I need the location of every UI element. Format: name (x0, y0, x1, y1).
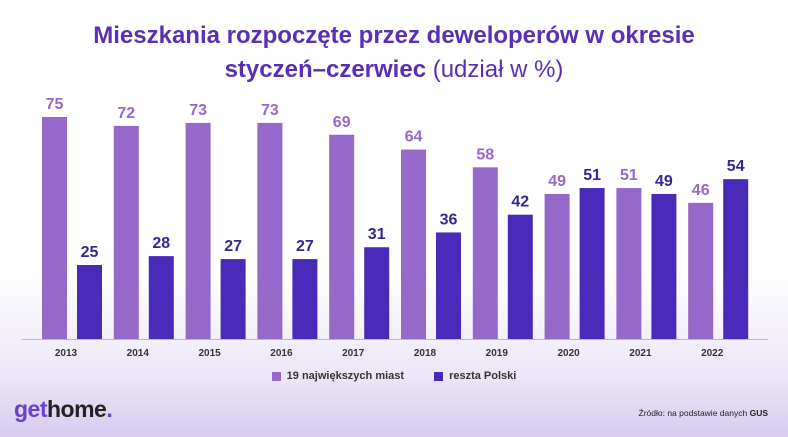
chart-title-unit: (udział w %) (432, 56, 564, 83)
bar-2017-series1 (329, 134, 355, 339)
data-label-2014-series1: 72 (117, 105, 135, 122)
bar-2022-series2 (723, 179, 749, 339)
source-org: GUS (749, 408, 768, 418)
source-prefix: Źródło: na podstawie danych (638, 408, 748, 418)
legend-swatch-series1 (271, 371, 281, 381)
bar-2019-series1 (472, 167, 498, 339)
legend-item-series1: 19 największych miast (271, 370, 405, 382)
logo-home: home (47, 396, 107, 422)
data-label-2020-series1: 49 (548, 173, 566, 190)
chart-title-line1: Mieszkania rozpoczęte przez deweloperów … (93, 22, 695, 49)
data-label-2021-series2: 49 (655, 173, 673, 190)
x-tick-label-2015: 2015 (198, 348, 221, 359)
bar-2018-series2 (436, 232, 461, 339)
chart-title-line2: styczeń–czerwiec (udział w %) (0, 55, 788, 85)
bar-2021-series1 (616, 188, 642, 339)
gethome-logo: gethome. (14, 396, 113, 423)
data-label-2013-series1: 75 (46, 96, 64, 113)
data-label-2020-series2: 51 (583, 167, 601, 184)
data-label-2013-series2: 25 (81, 244, 99, 261)
bar-2013-series2 (77, 265, 102, 339)
data-label-2022-series1: 46 (692, 182, 710, 199)
data-label-2015-series2: 27 (224, 238, 242, 255)
x-tick-label-2022: 2022 (701, 348, 724, 359)
bar-2016-series2 (292, 259, 318, 339)
bar-2015-series2 (220, 259, 246, 339)
data-label-2019-series1: 58 (476, 146, 494, 163)
x-tick-label-2021: 2021 (629, 348, 652, 359)
legend-label-series2: reszta Polski (449, 370, 517, 382)
data-label-2021-series1: 51 (620, 167, 638, 184)
logo-dot: . (106, 396, 113, 422)
bar-2021-series2 (651, 193, 677, 339)
x-tick-label-2016: 2016 (270, 348, 293, 359)
data-label-2022-series2: 54 (727, 158, 745, 175)
legend-label-series1: 19 największych miast (286, 370, 405, 382)
legend-item-series2: reszta Polski (434, 370, 516, 382)
bar-2020-series1 (544, 193, 570, 339)
bar-2014-series1 (113, 125, 139, 339)
data-label-2018-series2: 36 (440, 211, 458, 228)
bar-2020-series2 (579, 188, 605, 339)
bar-2017-series2 (364, 247, 390, 339)
chart-legend: 19 największych miast reszta Polski (0, 370, 788, 382)
source-note: Źródło: na podstawie danych GUS (639, 408, 768, 418)
bar-2019-series2 (507, 214, 533, 339)
data-label-2016-series1: 73 (261, 102, 279, 119)
x-tick-label-2014: 2014 (127, 348, 150, 359)
bar-2014-series2 (148, 256, 174, 339)
bar-2022-series1 (688, 202, 714, 339)
data-label-2014-series2: 28 (152, 235, 170, 252)
data-label-2019-series2: 42 (511, 194, 529, 211)
data-label-2018-series1: 64 (405, 129, 423, 146)
x-tick-label-2019: 2019 (486, 348, 509, 359)
x-tick-label-2018: 2018 (414, 348, 437, 359)
logo-get: get (14, 396, 48, 422)
bar-2013-series1 (42, 117, 67, 339)
data-label-2016-series2: 27 (296, 238, 314, 255)
data-label-2017-series2: 31 (368, 226, 386, 243)
x-tick-label-2017: 2017 (342, 348, 365, 359)
chart-title-period: styczeń–czerwiec (224, 56, 427, 83)
bar-2018-series1 (401, 149, 426, 339)
data-label-2015-series1: 73 (189, 102, 207, 119)
x-tick-label-2013: 2013 (55, 348, 78, 359)
bar-2015-series1 (185, 122, 211, 339)
x-tick-label-2020: 2020 (557, 348, 580, 359)
bar-2016-series1 (257, 122, 283, 339)
legend-swatch-series2 (434, 371, 444, 381)
data-label-2017-series1: 69 (333, 114, 351, 131)
